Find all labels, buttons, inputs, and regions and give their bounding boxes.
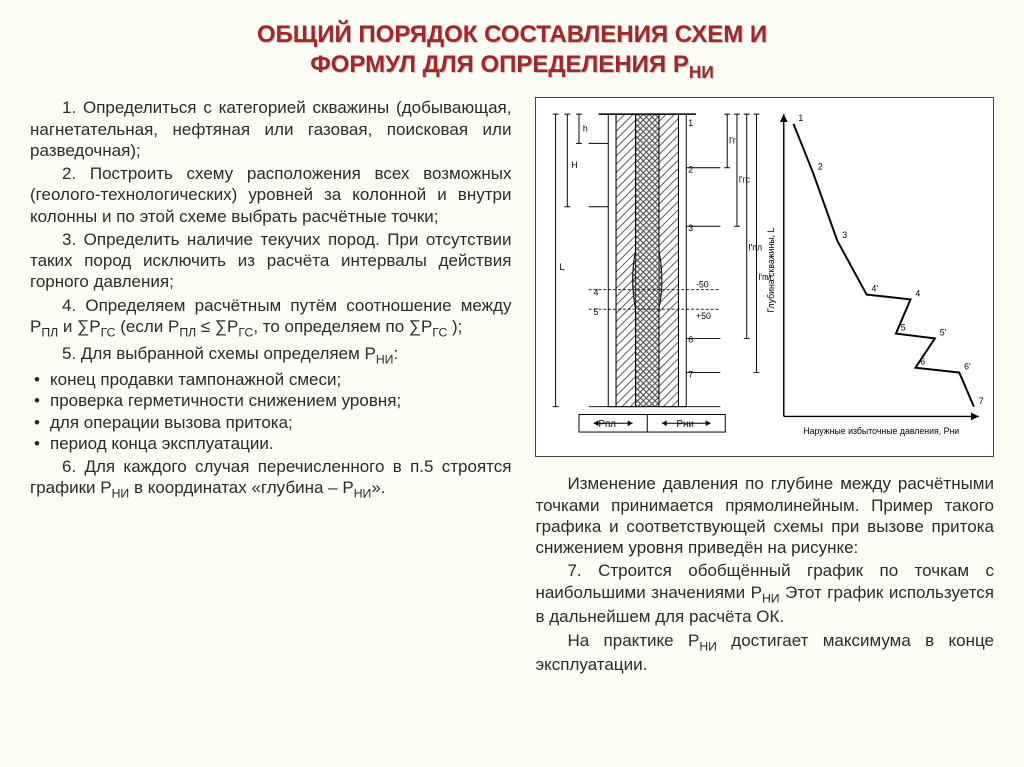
para-r3: На практике РНИ достигает максимума в ко… [535,630,994,676]
svg-text:3: 3 [843,230,848,240]
figure: h H L l'г l'гс l'пл l'пи -50 +50 1 2 3 4 [535,97,994,457]
para-4: 4. Определяем расчётным путём соотношени… [30,295,511,341]
para-3: 3. Определить наличие текучих пород. При… [30,229,511,293]
svg-text:4: 4 [916,289,921,299]
svg-text:3: 3 [689,224,694,234]
svg-text:+50: +50 [696,311,711,321]
para-1: 1. Определиться с категорией скважины (д… [30,97,511,161]
svg-text:6: 6 [689,335,694,345]
para-r2: 7. Строится обобщённый график по точкам … [535,560,994,627]
list-item: период конца эксплуатации. [30,433,511,454]
title-sub: НИ [689,62,714,82]
svg-text:5': 5' [940,328,947,338]
list-item: для операции вызова притока; [30,412,511,433]
svg-text:L: L [560,263,565,273]
figure-svg: h H L l'г l'гс l'пл l'пи -50 +50 1 2 3 4 [540,102,989,452]
svg-text:l'гс: l'гс [739,175,751,185]
para-r1: Изменение давления по глубине между расч… [535,473,994,558]
svg-text:Наружные избыточные давления,: Наружные избыточные давления, Рни [804,426,960,436]
title-line1: ОБЩИЙ ПОРЯДОК СОСТАВЛЕНИЯ СХЕМ И [257,21,767,48]
svg-text:-50: -50 [696,280,709,290]
para-5: 5. Для выбранной схемы определяем РНИ: [30,343,511,368]
list-item: проверка герметичности снижением уровня; [30,390,511,411]
para-2: 2. Построить схему расположения всех воз… [30,163,511,227]
svg-text:2: 2 [689,165,694,175]
svg-text:l'г: l'г [730,136,737,146]
svg-text:l'пл: l'пл [749,243,762,253]
svg-text:4: 4 [594,288,599,298]
svg-text:7: 7 [689,370,694,380]
page-title: ОБЩИЙ ПОРЯДОК СОСТАВЛЕНИЯ СХЕМ И ФОРМУЛ … [30,20,994,83]
right-text: Изменение давления по глубине между расч… [535,473,994,677]
svg-text:4': 4' [872,284,879,294]
title-line2: ФОРМУЛ ДЛЯ ОПРЕДЕЛЕНИЯ Р [310,51,689,78]
svg-text:5: 5 [901,323,906,333]
svg-text:5: 5 [594,307,599,317]
list-item: конец продавки тампонажной смеси; [30,369,511,390]
svg-text:Рни: Рни [677,420,694,431]
svg-text:7: 7 [979,396,984,406]
svg-text:h: h [583,124,588,134]
svg-text:6: 6 [921,357,926,367]
svg-text:Глубина скважины, L: Глубина скважины, L [766,228,776,313]
para-6: 6. Для каждого случая перечисленного в п… [30,456,511,502]
right-column: h H L l'г l'гс l'пл l'пи -50 +50 1 2 3 4 [535,97,994,677]
svg-text:1: 1 [799,113,804,123]
svg-text:H: H [572,160,578,170]
svg-text:2: 2 [818,162,823,172]
bullet-list: конец продавки тампонажной смеси; провер… [30,369,511,454]
svg-text:Рпл: Рпл [599,420,617,431]
svg-text:6': 6' [965,362,972,372]
left-column: 1. Определиться с категорией скважины (д… [30,97,511,677]
svg-text:1: 1 [689,118,694,128]
